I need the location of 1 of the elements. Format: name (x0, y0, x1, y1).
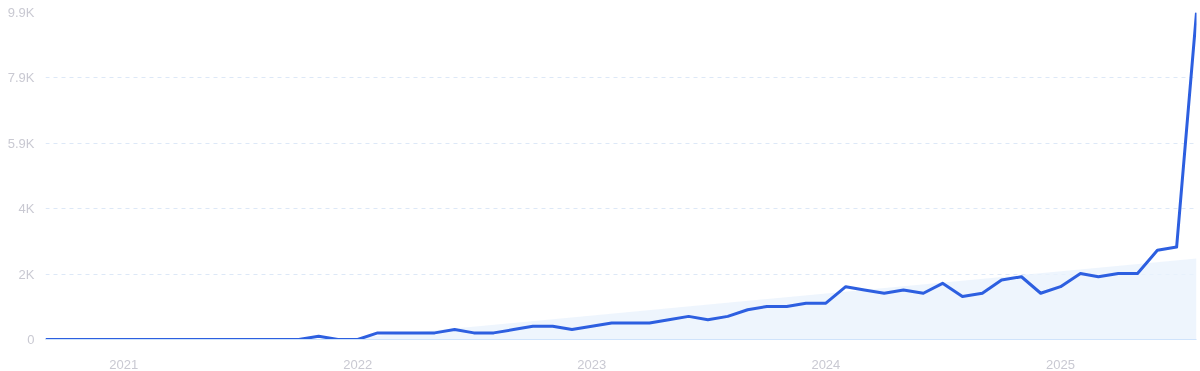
line-series (45, 12, 1197, 340)
